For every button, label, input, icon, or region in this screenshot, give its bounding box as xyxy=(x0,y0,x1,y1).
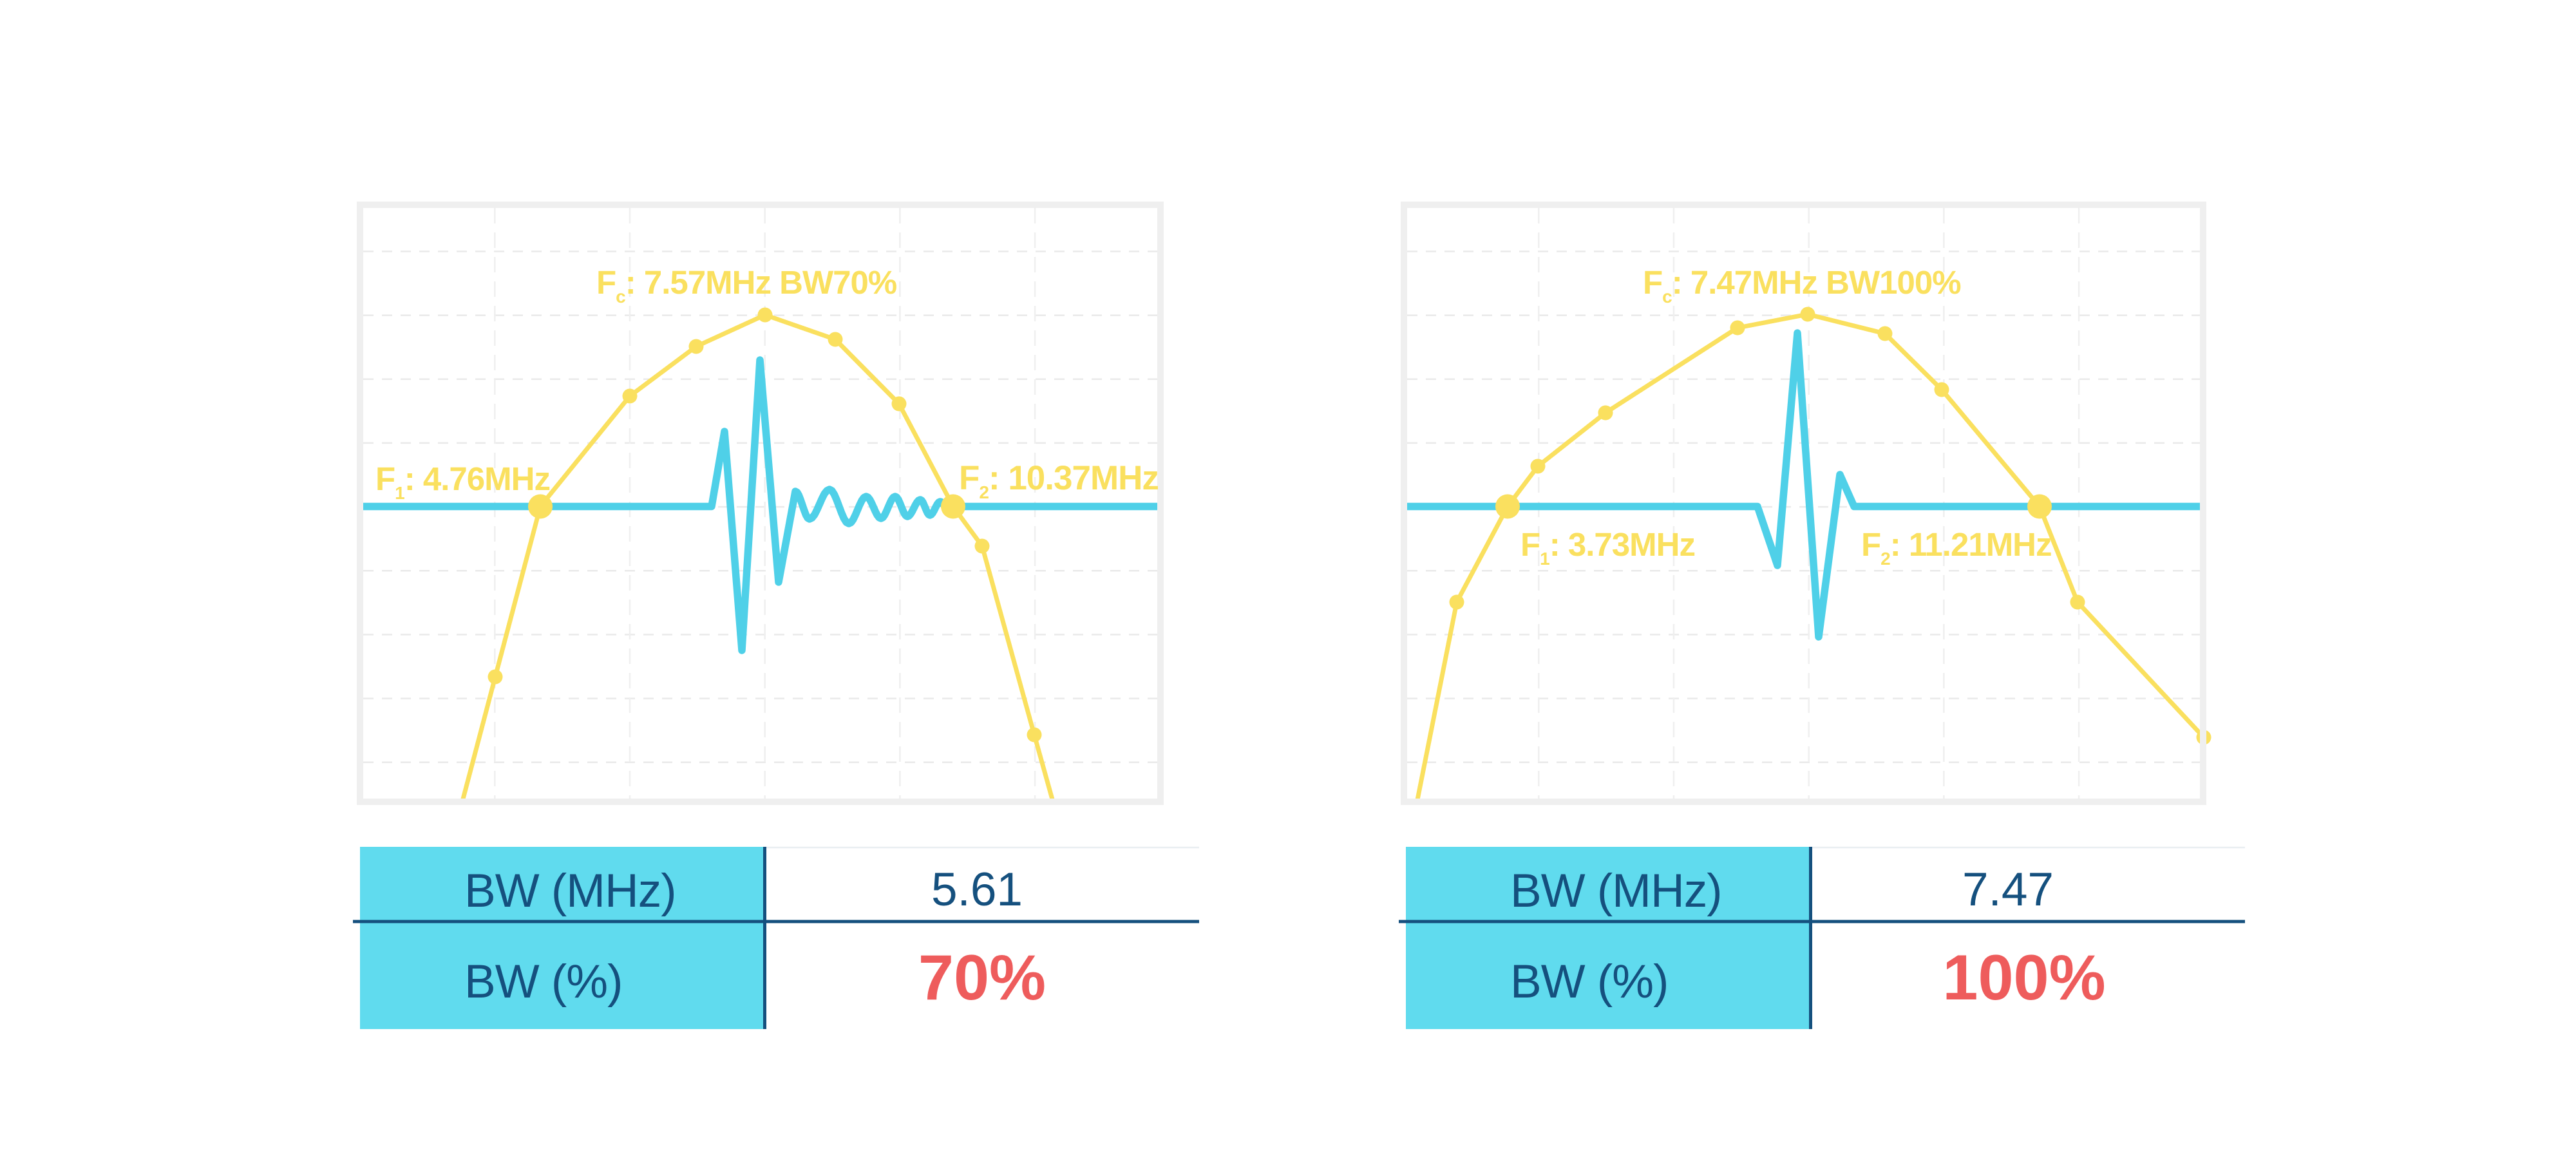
svg-text:F1: 4.76MHz: F1: 4.76MHz xyxy=(375,460,550,503)
svg-text:BW (%): BW (%) xyxy=(464,956,622,1008)
svg-text:F1: 3.73MHz: F1: 3.73MHz xyxy=(1520,526,1695,569)
svg-text:BW (MHz): BW (MHz) xyxy=(464,865,676,917)
svg-text:BW (%): BW (%) xyxy=(1510,956,1668,1008)
svg-text:100%: 100% xyxy=(1942,941,2105,1013)
svg-text:F2: 11.21MHz: F2: 11.21MHz xyxy=(1861,526,2052,569)
svg-text:Fc: 7.57MHz BW70%: Fc: 7.57MHz BW70% xyxy=(596,264,896,307)
svg-text:F2: 10.37MHz: F2: 10.37MHz xyxy=(959,459,1159,502)
svg-text:70%: 70% xyxy=(918,941,1046,1013)
svg-text:5.61: 5.61 xyxy=(931,864,1023,916)
svg-text:BW (MHz): BW (MHz) xyxy=(1510,865,1722,917)
svg-text:7.47: 7.47 xyxy=(1962,864,2054,916)
svg-text:Fc: 7.47MHz BW100%: Fc: 7.47MHz BW100% xyxy=(1643,264,1961,307)
